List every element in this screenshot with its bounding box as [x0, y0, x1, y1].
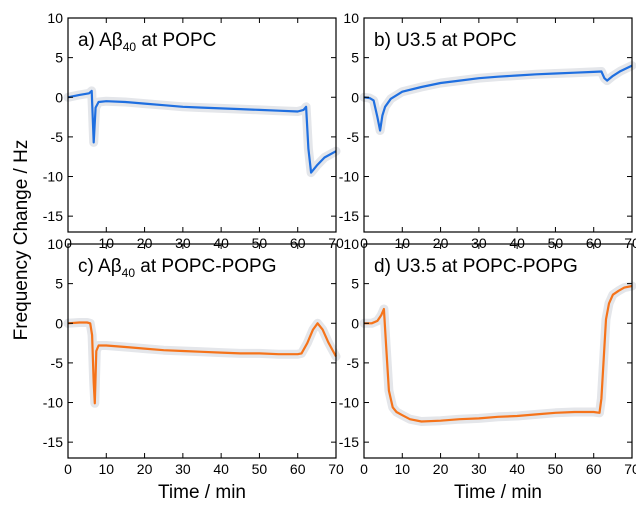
x-tick-label: 60: [586, 235, 602, 251]
x-tick-label: 50: [252, 461, 268, 477]
x-tick-label: 10: [98, 461, 114, 477]
x-axis-title-right: Time / min: [454, 482, 542, 503]
y-tick-label: -10: [43, 395, 63, 411]
y-tick-label: -15: [339, 208, 359, 224]
x-tick-label: 30: [175, 461, 191, 477]
y-tick-label: -10: [339, 395, 359, 411]
y-tick-label: 5: [351, 50, 359, 66]
panel-title: c) Aβ40 at POPC-POPG: [78, 256, 277, 280]
y-tick-label: 0: [351, 315, 359, 331]
panel-title-subscript: 40: [122, 266, 136, 280]
x-tick-label: 0: [64, 461, 72, 477]
y-tick-label: -10: [43, 169, 63, 185]
plot-frame: [363, 17, 633, 233]
y-tick-label: -5: [347, 129, 360, 145]
series-error-band: [63, 318, 341, 408]
series-line: [67, 321, 337, 405]
y-tick-label: 5: [351, 276, 359, 292]
series-line: [364, 284, 633, 423]
x-tick-label: 70: [624, 461, 636, 477]
x-tick-label: 40: [213, 461, 229, 477]
x-tick-label: 0: [64, 235, 72, 251]
panel-title-rest: at POPC: [136, 30, 216, 51]
y-tick-label: 0: [351, 89, 359, 105]
x-tick-label: 20: [433, 461, 449, 477]
y-tick-label: 0: [55, 315, 63, 331]
x-tick-label: 0: [360, 461, 368, 477]
y-tick-label: -15: [43, 208, 63, 224]
y-tick-label: -5: [51, 129, 64, 145]
plot-frame: [363, 243, 633, 459]
series-error-band: [63, 86, 341, 178]
x-tick-label: 10: [394, 235, 410, 251]
y-tick-label: 0: [55, 89, 63, 105]
series-line: [67, 89, 337, 174]
panel-title-main: a) Aβ: [78, 30, 123, 51]
panel-title-main: d) U3.5 at POPC-POPG: [374, 256, 578, 277]
plot-frame: [67, 243, 337, 459]
x-tick-label: 10: [394, 461, 410, 477]
x-tick-label: 60: [290, 235, 306, 251]
panel-title: a) Aβ40 at POPC: [78, 30, 216, 54]
x-tick-label: 70: [328, 235, 344, 251]
x-axis-title-left: Time / min: [158, 482, 246, 503]
y-tick-label: 10: [343, 236, 359, 252]
x-tick-label: 20: [137, 461, 153, 477]
series-error-band: [359, 281, 636, 426]
panel-title-subscript: 40: [123, 40, 137, 54]
x-tick-label: 30: [175, 235, 191, 251]
x-tick-label: 50: [548, 235, 564, 251]
x-tick-label: 60: [586, 461, 602, 477]
series-line: [363, 64, 633, 132]
panel-title-main: b) U3.5 at POPC: [374, 30, 517, 51]
y-tick-label: 10: [47, 10, 63, 26]
x-tick-label: 50: [252, 235, 268, 251]
x-tick-label: 40: [509, 235, 525, 251]
x-tick-label: 40: [213, 235, 229, 251]
y-tick-label: 5: [55, 50, 63, 66]
y-tick-label: 10: [47, 236, 63, 252]
panel-title: b) U3.5 at POPC: [374, 30, 517, 51]
x-tick-label: 60: [290, 461, 306, 477]
plot-frame: [67, 17, 337, 233]
x-tick-label: 20: [433, 235, 449, 251]
x-tick-label: 70: [624, 235, 636, 251]
panel-title: d) U3.5 at POPC-POPG: [374, 256, 578, 277]
x-tick-label: 50: [548, 461, 564, 477]
x-tick-label: 10: [98, 235, 114, 251]
series-error-band: [359, 61, 636, 135]
x-tick-label: 30: [471, 461, 487, 477]
x-tick-label: 70: [328, 461, 344, 477]
y-tick-label: 10: [343, 10, 359, 26]
x-tick-label: 30: [471, 235, 487, 251]
y-tick-label: -15: [339, 434, 359, 450]
y-tick-label: -10: [339, 169, 359, 185]
x-tick-label: 0: [360, 235, 368, 251]
panel-title-main: c) Aβ: [78, 256, 122, 277]
y-tick-label: -5: [51, 355, 64, 371]
y-tick-label: -5: [347, 355, 360, 371]
panel-title-rest: at POPC-POPG: [135, 256, 276, 277]
y-axis-title: Frequency Change / Hz: [11, 140, 32, 341]
y-tick-label: -15: [43, 434, 63, 450]
x-tick-label: 20: [137, 235, 153, 251]
y-tick-label: 5: [55, 276, 63, 292]
x-tick-label: 40: [509, 461, 525, 477]
